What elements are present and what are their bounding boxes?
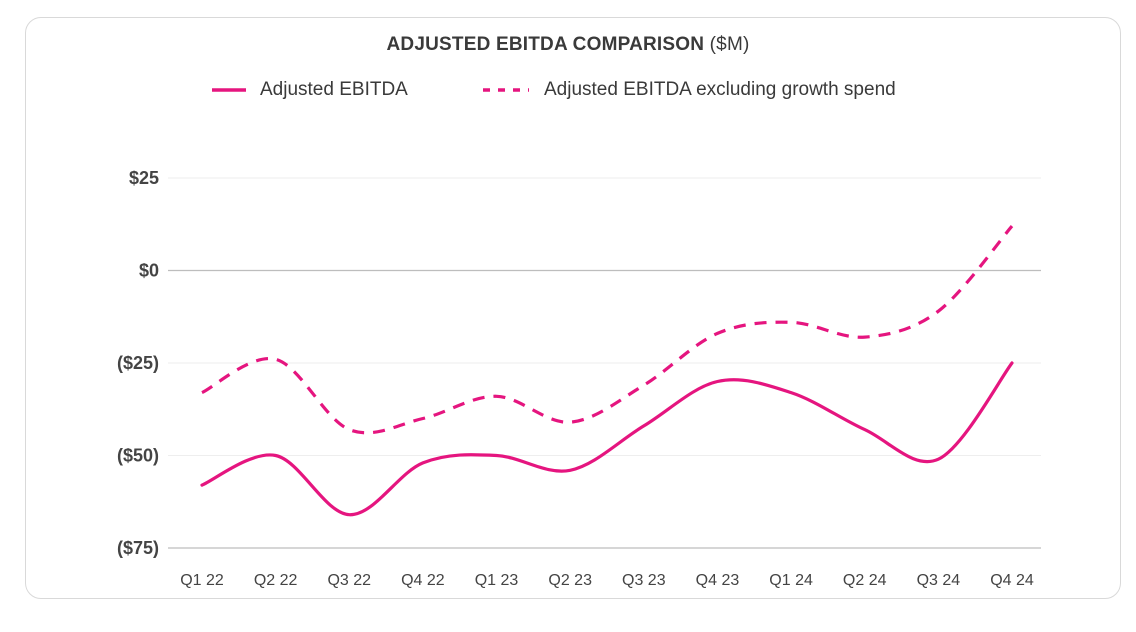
x-tick-label: Q2 24	[843, 572, 887, 589]
x-tick-label: Q4 22	[401, 572, 445, 589]
y-tick-label: $25	[129, 168, 159, 188]
series-line-adjusted-ebitda-excl-growth	[201, 225, 1014, 435]
y-tick-label: ($25)	[117, 353, 159, 373]
x-tick-label: Q2 22	[254, 572, 298, 589]
legend-item-adjusted-ebitda: Adjusted EBITDA	[212, 78, 408, 102]
x-tick-label: Q4 24	[990, 572, 1034, 589]
x-tick-label: Q3 23	[622, 572, 666, 589]
x-tick-label: Q3 22	[327, 572, 371, 589]
x-tick-label: Q3 24	[917, 572, 961, 589]
y-tick-label: ($75)	[117, 538, 159, 558]
legend-label: Adjusted EBITDA excluding growth spend	[544, 79, 896, 100]
x-tick-label: Q4 23	[696, 572, 740, 589]
chart-title: ADJUSTED EBITDA COMPARISON ($M)	[0, 34, 1136, 56]
legend-label: Adjusted EBITDA	[260, 79, 408, 100]
x-tick-label: Q1 23	[475, 572, 519, 589]
chart-title-main: ADJUSTED EBITDA COMPARISON	[386, 34, 705, 55]
series-line-adjusted-ebitda	[200, 361, 1014, 517]
x-tick-label: Q1 24	[769, 572, 813, 589]
chart-title-unit: ($M)	[704, 34, 750, 55]
chart-card	[25, 17, 1121, 599]
legend-item-adjusted-ebitda-excluding-growth-spend: Adjusted EBITDA excluding growth spend	[482, 78, 896, 102]
y-tick-label: ($50)	[117, 446, 159, 466]
y-tick-label: $0	[139, 261, 159, 281]
x-tick-label: Q1 22	[180, 572, 224, 589]
x-tick-label: Q2 23	[548, 572, 592, 589]
legend-swatch-solid-line	[212, 88, 246, 92]
chart-legend: Adjusted EBITDA Adjusted EBITDA excludin…	[0, 78, 1136, 102]
